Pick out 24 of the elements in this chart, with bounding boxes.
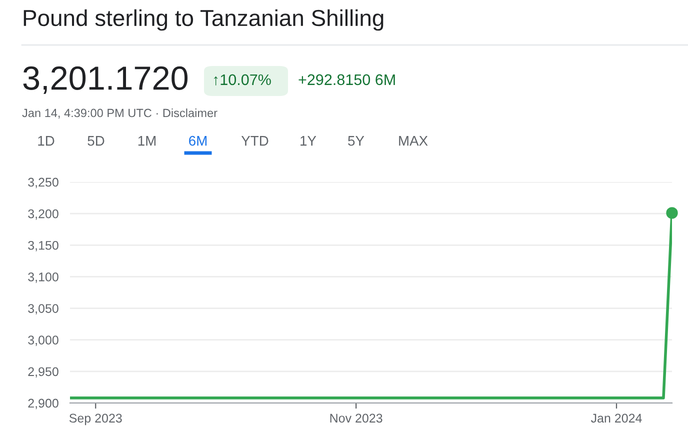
text: 1Y [300,136,316,146]
text: MAX [399,136,428,146]
x-tick-label: Jan 2024 [590,414,642,423]
text: 5Y [348,136,364,146]
y-tick-label: 3,200 [28,209,58,220]
chart-title: Pound sterling to Tanzanian Shilling [24,9,384,31]
text: 6M [189,136,207,146]
y-tick-label: 2,900 [28,398,58,410]
chart-subtitle: 3,201.1720 [23,66,188,94]
y-tick-label: 3,000 [28,336,58,346]
y-tick-label: 3,100 [28,272,58,283]
text: +292.8150 6M [298,74,395,86]
text: Jan 14, 4:39:00 PM UTC · Disclaimer [22,108,218,119]
text: 1D [38,136,54,146]
y-tick-label: 3,150 [28,240,58,252]
text: ↑10.07% [214,74,271,86]
text: 5D [88,136,104,146]
text: 1M [138,136,156,146]
text: YTD [241,136,268,146]
y-tick-label: 2,950 [28,367,58,378]
y-tick-label: 3,250 [28,178,58,188]
y-tick-label: 3,050 [28,304,58,314]
x-tick-label: Sep 2023 [69,414,122,426]
x-tick-label: Nov 2023 [330,414,382,423]
